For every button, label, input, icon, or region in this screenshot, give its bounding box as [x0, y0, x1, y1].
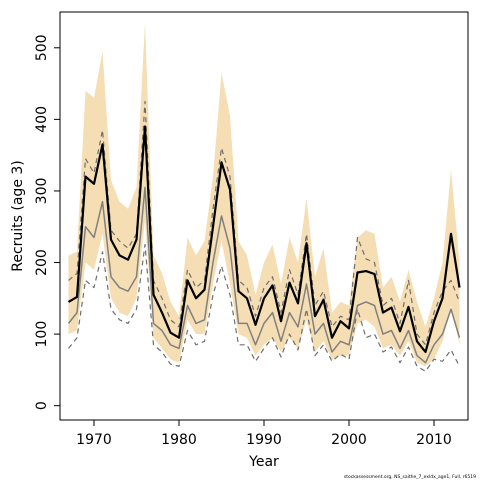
x-tick-label: 2010: [416, 432, 452, 448]
y-tick-label: 400: [34, 106, 50, 133]
y-tick-label: 500: [34, 34, 50, 61]
plot-area: [67, 22, 461, 372]
x-tick-label: 1970: [76, 432, 112, 448]
series-lower-dashed: [68, 244, 461, 372]
x-axis-label: Year: [248, 454, 279, 470]
series-upper-dashed: [68, 100, 461, 346]
series-secondary: [67, 186, 461, 364]
confidence-band: [68, 22, 460, 367]
x-tick-label: 1990: [246, 432, 282, 448]
series-main: [67, 125, 461, 354]
x-tick-label: 1980: [161, 432, 197, 448]
y-axis-label: Recruits (age 3): [10, 160, 26, 272]
y-tick-label: 0: [34, 401, 50, 410]
y-tick-label: 300: [34, 178, 50, 205]
footnote: stockassessment.org, NS_saithe_7_exldx_a…: [344, 474, 476, 480]
x-tick-label: 2000: [331, 432, 367, 448]
y-tick-label: 100: [34, 321, 50, 348]
y-tick-label: 200: [34, 249, 50, 276]
y-axis: 0 100 200 300 400 500: [34, 34, 60, 410]
x-axis: 1970 1980 1990 2000 2010: [76, 420, 452, 448]
